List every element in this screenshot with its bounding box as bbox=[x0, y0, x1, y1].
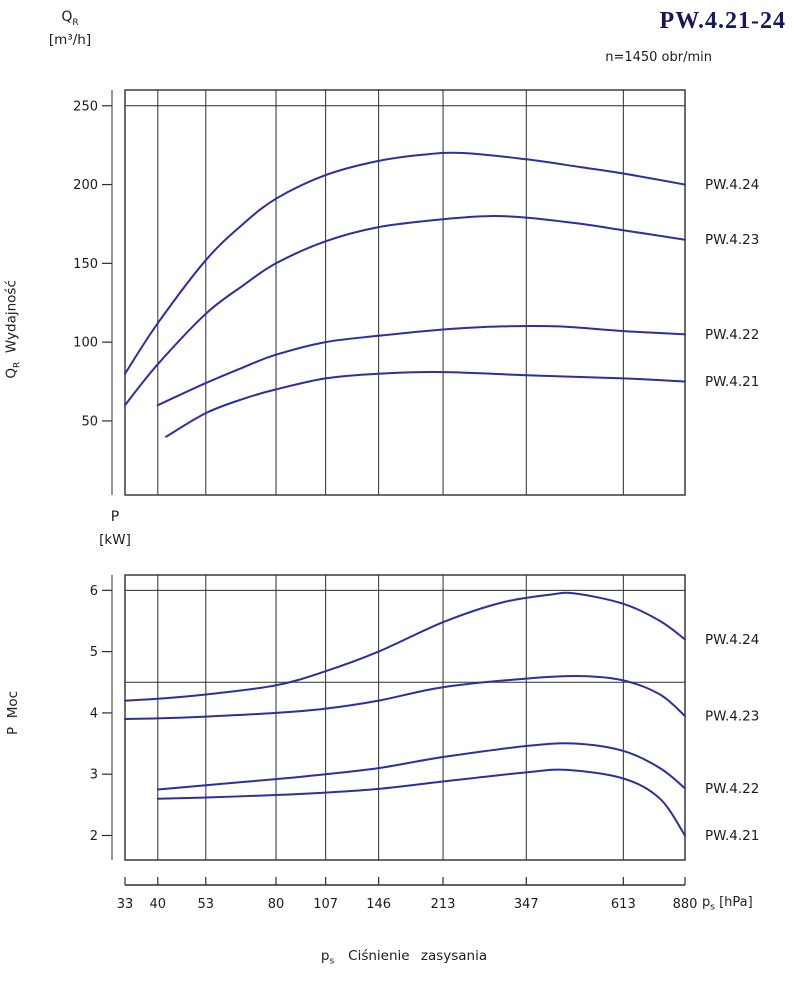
plot-frame bbox=[124, 574, 686, 861]
y-tick-label: 150 bbox=[73, 257, 98, 272]
series-label-PW.4.24: PW.4.24 bbox=[705, 177, 759, 193]
x-tick-label: 53 bbox=[198, 897, 215, 912]
curve-PW.4.21 bbox=[156, 768, 686, 837]
y-tick-label: 250 bbox=[73, 99, 98, 114]
series-label-PW.4.21: PW.4.21 bbox=[705, 374, 759, 390]
x-tick-label: 880 bbox=[673, 897, 698, 912]
y-tick-label: 6 bbox=[90, 584, 98, 599]
series-label-PW.4.23: PW.4.23 bbox=[705, 232, 759, 248]
x-tick-label: 347 bbox=[514, 897, 539, 912]
x-tick-label: 146 bbox=[366, 897, 391, 912]
y-tick-label: 4 bbox=[90, 706, 98, 721]
curve-PW.4.22 bbox=[156, 324, 686, 407]
power-unit-label: P [kW] bbox=[83, 506, 147, 551]
flow-axis-label: QR Wydajność bbox=[3, 280, 23, 379]
series-label-PW.4.22: PW.4.22 bbox=[705, 781, 759, 797]
y-tick-label: 5 bbox=[90, 645, 98, 660]
curve-PW.4.24 bbox=[124, 591, 686, 702]
series-label-PW.4.22: PW.4.22 bbox=[705, 327, 759, 343]
flow-unit: [m³/h] bbox=[48, 32, 92, 49]
series-label-PW.4.21: PW.4.21 bbox=[705, 828, 759, 844]
x-tick-label: 107 bbox=[313, 897, 338, 912]
x-axis-caption: ps Ciśnienie zasysania bbox=[320, 948, 488, 967]
curve-PW.4.24 bbox=[124, 151, 686, 375]
x-tick-label: 33 bbox=[117, 897, 134, 912]
page-title: PW.4.21-24 bbox=[659, 8, 786, 34]
x-tick-label: 613 bbox=[611, 897, 636, 912]
flow-symbol: QR bbox=[61, 9, 79, 28]
plot-frame bbox=[124, 89, 686, 496]
series-label-PW.4.23: PW.4.23 bbox=[705, 708, 759, 724]
pressure-unit-label: ps [hPa] bbox=[702, 895, 753, 913]
flow-unit-label: QR [m³/h] bbox=[28, 6, 112, 52]
series-label-PW.4.24: PW.4.24 bbox=[705, 632, 759, 648]
y-tick-label: 50 bbox=[81, 414, 98, 429]
x-tick-label: 40 bbox=[150, 897, 167, 912]
power-unit: [kW] bbox=[99, 532, 131, 549]
curve-PW.4.23 bbox=[124, 215, 686, 407]
x-tick-label: 213 bbox=[431, 897, 456, 912]
x-tick-label: 80 bbox=[268, 897, 285, 912]
curve-PW.4.21 bbox=[165, 371, 686, 438]
power-symbol: P bbox=[110, 509, 120, 525]
power-axis-label: P Moc bbox=[5, 690, 21, 736]
y-tick-label: 100 bbox=[73, 336, 98, 351]
y-tick-label: 2 bbox=[90, 829, 98, 844]
curve-PW.4.23 bbox=[124, 675, 686, 720]
y-tick-label: 200 bbox=[73, 178, 98, 193]
speed-note: n=1450 obr/min bbox=[605, 50, 712, 65]
y-tick-label: 3 bbox=[90, 768, 98, 783]
curve-PW.4.22 bbox=[156, 742, 686, 791]
